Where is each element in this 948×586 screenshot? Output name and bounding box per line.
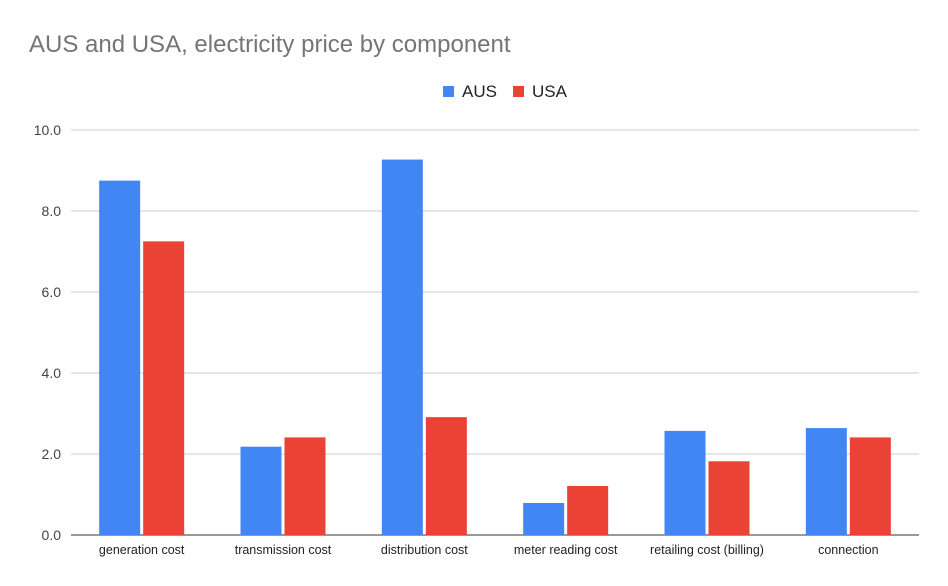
x-tick-label: connection (818, 543, 879, 557)
legend-swatch (513, 86, 524, 97)
x-tick-label: transmission cost (235, 543, 332, 557)
y-tick-label: 2.0 (42, 446, 62, 462)
bar-aus (240, 446, 282, 535)
axis-layer: 0.0 2.0 4.0 6.0 8.0 10.0 generation cost transm… (34, 122, 879, 557)
x-tick-label: retailing cost (billing) (650, 543, 764, 557)
bars-layer (99, 159, 891, 535)
x-tick-label: meter reading cost (514, 543, 618, 557)
bar-aus (381, 159, 423, 535)
bar-usa (849, 437, 891, 535)
bar-aus (523, 503, 565, 535)
legend-item: USA (513, 82, 568, 101)
y-tick-label: 6.0 (42, 284, 62, 300)
bar-usa (425, 417, 467, 535)
legend-item: AUS (443, 82, 497, 101)
bar-usa (708, 461, 750, 535)
legend-label: AUS (462, 82, 497, 101)
bar-usa (143, 241, 185, 535)
bar-aus (805, 428, 847, 535)
y-tick-label: 10.0 (34, 122, 61, 138)
y-tick-label: 0.0 (42, 527, 62, 543)
legend: AUS USA (443, 82, 568, 101)
legend-label: USA (532, 82, 568, 101)
bar-aus (664, 430, 706, 535)
bar-usa (284, 437, 326, 535)
chart-title: AUS and USA, electricity price by compon… (29, 31, 511, 58)
x-tick-label: distribution cost (381, 543, 468, 557)
legend-swatch (443, 86, 455, 97)
bar-usa (567, 485, 609, 535)
grid-layer (71, 129, 919, 536)
bar-aus (99, 180, 141, 535)
y-tick-label: 4.0 (42, 365, 62, 381)
x-tick-label: generation cost (99, 543, 185, 557)
y-tick-label: 8.0 (42, 203, 62, 219)
